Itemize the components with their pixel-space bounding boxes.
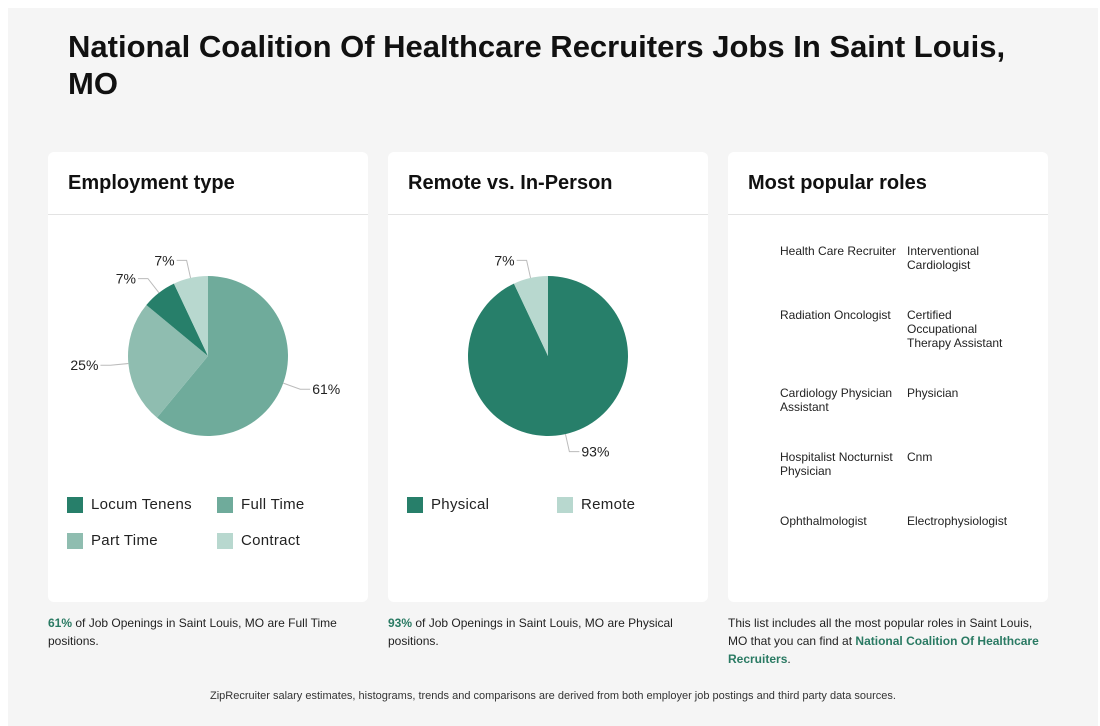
- role-item[interactable]: Ophthalmologist: [780, 514, 867, 528]
- remote-vs-in-person-heading: Remote vs. In-Person: [388, 152, 708, 215]
- employer-link[interactable]: National Coalition Of Healthcare Recruit…: [728, 634, 1039, 666]
- role-item[interactable]: Hospitalist Nocturnist Physician: [780, 450, 893, 478]
- remote-vs-in-person-pie-chart: 93% 7%: [468, 252, 628, 460]
- legend-label: Remote: [581, 496, 636, 513]
- remote-vs-in-person-card: Remote vs. In-Person 93% 7% Physical Remot…: [388, 152, 708, 602]
- legend-item-physical[interactable]: Physical: [407, 496, 489, 513]
- legend-item-contract[interactable]: Contract: [217, 532, 300, 549]
- pie-leader-line-locum-tenens: [137, 278, 160, 294]
- employment-type-pie-chart: 61% 25% 7% 7%: [70, 252, 340, 436]
- legend-label: Full Time: [241, 496, 305, 513]
- pie-slice-remote[interactable]: [513, 276, 548, 356]
- pie-leader-line-remote: [516, 259, 532, 279]
- legend-item-full-time[interactable]: Full Time: [217, 496, 305, 513]
- page: National Coalition Of Healthcare Recruit…: [8, 8, 1098, 726]
- role-item[interactable]: Electrophysiologist: [907, 514, 1008, 528]
- legend-label: Contract: [241, 532, 301, 549]
- role-item[interactable]: Physician: [907, 386, 959, 400]
- legend-swatch: [217, 496, 233, 513]
- pie-slice-locum-tenens[interactable]: [146, 283, 208, 356]
- pie-slice-full-time[interactable]: [157, 276, 288, 436]
- legend-item-locum-tenens[interactable]: Locum Tenens: [67, 496, 192, 513]
- roles-footnote-end: .: [787, 652, 791, 666]
- pie-label-physical: 93%: [581, 444, 609, 460]
- pie-leader-line-full-time: [283, 382, 311, 390]
- employment-footnote-value: 61%: [48, 616, 73, 630]
- legend-item-remote[interactable]: Remote: [557, 496, 635, 513]
- role-item[interactable]: Certified Occupational Therapy Assistant: [907, 308, 1003, 350]
- pie-slice-contract[interactable]: [173, 276, 208, 356]
- employment-footnote-text: of Job Openings in Saint Louis, MO are F…: [48, 616, 337, 648]
- page-title: National Coalition Of Healthcare Recruit…: [68, 29, 1006, 101]
- remote-footnote: 93% of Job Openings in Saint Louis, MO a…: [388, 614, 708, 650]
- role-item[interactable]: Radiation Oncologist: [780, 308, 891, 322]
- pie-label-contract: 7%: [154, 252, 174, 268]
- pie-label-full-time: 61%: [312, 381, 340, 397]
- role-item[interactable]: Cnm: [907, 450, 933, 464]
- roles-footnote: This list includes all the most popular …: [728, 614, 1048, 668]
- pie-slice-part-time[interactable]: [128, 305, 208, 418]
- pie-label-part-time: 25%: [70, 357, 98, 373]
- employment-type-footnote: 61% of Job Openings in Saint Louis, MO a…: [48, 614, 368, 650]
- most-popular-roles-heading: Most popular roles: [728, 152, 1048, 215]
- role-item[interactable]: Cardiology Physician Assistant: [780, 386, 893, 414]
- legend-swatch: [67, 496, 83, 513]
- disclaimer: ZipRecruiter salary estimates, histogram…: [210, 690, 896, 702]
- pie-label-locum-tenens: 7%: [116, 271, 136, 287]
- role-item[interactable]: Health Care Recruiter: [780, 244, 897, 258]
- employment-type-heading: Employment type: [48, 152, 368, 215]
- legend-label: Physical: [431, 496, 490, 513]
- roles-footnote-text: This list includes all the most popular …: [728, 616, 1033, 648]
- pie-leader-line-part-time: [100, 363, 129, 366]
- employment-type-card: Employment type 61% 25% 7% 7% Locum Tenens F…: [48, 152, 368, 602]
- remote-footnote-text: of Job Openings in Saint Louis, MO are P…: [388, 616, 673, 648]
- pie-leader-line-contract: [176, 259, 192, 279]
- legend-swatch: [67, 532, 83, 549]
- legend-label: Part Time: [91, 532, 158, 549]
- pie-leader-line-physical: [564, 433, 580, 453]
- pie-label-remote: 7%: [494, 252, 514, 268]
- legend-swatch: [217, 532, 233, 549]
- remote-footnote-value: 93%: [388, 616, 413, 630]
- legend-swatch: [557, 496, 573, 513]
- legend-item-part-time[interactable]: Part Time: [67, 532, 158, 549]
- role-item[interactable]: Interventional Cardiologist: [907, 244, 980, 272]
- legend-swatch: [407, 496, 423, 513]
- most-popular-roles-card: Most popular roles Health Care Recruiter…: [728, 152, 1048, 602]
- legend-label: Locum Tenens: [91, 496, 192, 513]
